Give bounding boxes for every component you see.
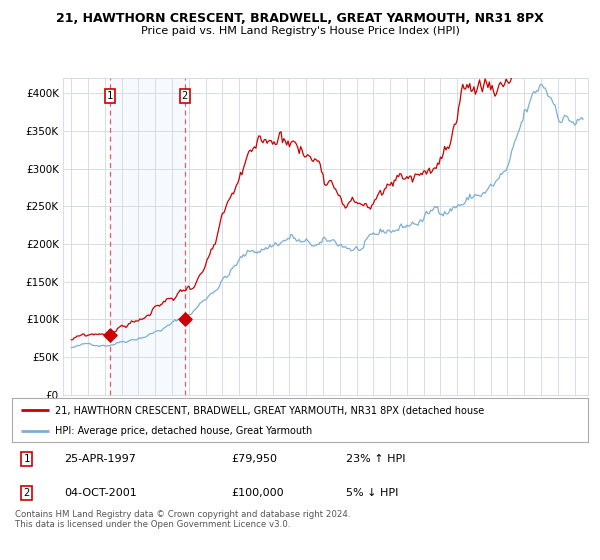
Text: 21, HAWTHORN CRESCENT, BRADWELL, GREAT YARMOUTH, NR31 8PX (detached house: 21, HAWTHORN CRESCENT, BRADWELL, GREAT Y… xyxy=(55,405,484,415)
Point xyxy=(180,315,190,324)
Text: 2: 2 xyxy=(181,91,188,101)
Text: 04-OCT-2001: 04-OCT-2001 xyxy=(64,488,137,498)
Text: £100,000: £100,000 xyxy=(231,488,284,498)
Bar xyxy=(110,78,185,395)
Text: HPI: Average price, detached house, Great Yarmouth: HPI: Average price, detached house, Grea… xyxy=(55,426,313,436)
Text: 25-APR-1997: 25-APR-1997 xyxy=(64,454,136,464)
Text: 2: 2 xyxy=(23,488,29,498)
Text: 5% ↓ HPI: 5% ↓ HPI xyxy=(346,488,398,498)
Text: 21, HAWTHORN CRESCENT, BRADWELL, GREAT YARMOUTH, NR31 8PX: 21, HAWTHORN CRESCENT, BRADWELL, GREAT Y… xyxy=(56,12,544,25)
Text: Contains HM Land Registry data © Crown copyright and database right 2024.
This d: Contains HM Land Registry data © Crown c… xyxy=(15,510,350,529)
Text: £79,950: £79,950 xyxy=(231,454,277,464)
Text: 23% ↑ HPI: 23% ↑ HPI xyxy=(346,454,406,464)
Text: 1: 1 xyxy=(23,454,29,464)
Point xyxy=(105,330,115,339)
Text: Price paid vs. HM Land Registry's House Price Index (HPI): Price paid vs. HM Land Registry's House … xyxy=(140,26,460,36)
Text: 1: 1 xyxy=(107,91,113,101)
